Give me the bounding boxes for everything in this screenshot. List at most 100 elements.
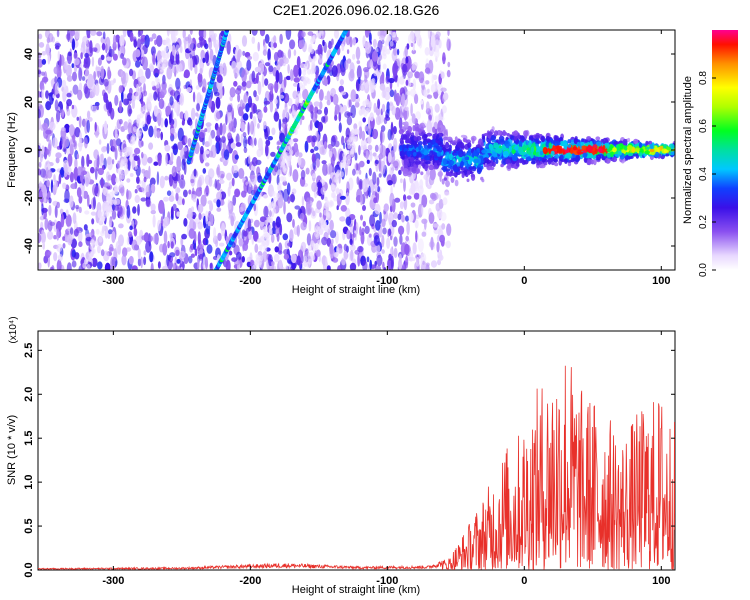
noise-cell bbox=[310, 240, 315, 247]
signal-cell bbox=[427, 143, 433, 149]
noise-cell bbox=[94, 83, 100, 96]
noise-cell bbox=[147, 103, 152, 110]
noise-cell bbox=[281, 162, 286, 169]
noise-cell bbox=[293, 49, 297, 56]
noise-cell bbox=[262, 49, 267, 56]
noise-cell bbox=[336, 192, 342, 206]
noise-cell bbox=[118, 85, 124, 94]
noise-cell bbox=[395, 92, 401, 107]
noise-cell bbox=[108, 48, 115, 57]
signal-cell bbox=[403, 158, 410, 165]
noise-cell bbox=[134, 165, 138, 170]
noise-cell bbox=[405, 56, 409, 64]
noise-cell bbox=[215, 111, 222, 120]
noise-cell bbox=[286, 212, 293, 223]
noise-cell bbox=[128, 108, 133, 115]
noise-cell bbox=[330, 135, 336, 147]
noise-cell bbox=[361, 130, 366, 141]
noise-cell bbox=[178, 62, 183, 73]
signal-cell bbox=[426, 156, 430, 161]
noise-cell bbox=[241, 69, 247, 83]
noise-cell bbox=[319, 146, 326, 155]
noise-cell bbox=[424, 47, 430, 56]
signal-cell bbox=[481, 135, 486, 140]
noise-cell bbox=[382, 227, 387, 235]
noise-cell bbox=[368, 185, 371, 198]
signal-cell bbox=[574, 157, 580, 163]
noise-cell bbox=[376, 176, 380, 187]
noise-cell bbox=[147, 156, 153, 164]
noise-cell bbox=[111, 159, 115, 165]
noise-cell bbox=[185, 36, 190, 42]
noise-cell bbox=[350, 89, 357, 102]
noise-cell bbox=[72, 212, 77, 225]
noise-cell bbox=[307, 31, 314, 36]
noise-cell bbox=[425, 80, 430, 85]
noise-cell bbox=[270, 85, 273, 95]
noise-cell bbox=[331, 38, 334, 46]
noise-cell bbox=[148, 37, 154, 42]
noise-cell bbox=[297, 156, 302, 166]
x-tick-label: -200 bbox=[239, 575, 261, 587]
noise-cell bbox=[412, 78, 417, 91]
noise-cell bbox=[292, 90, 298, 100]
noise-cell bbox=[318, 225, 323, 232]
noise-cell bbox=[194, 54, 200, 65]
noise-cell bbox=[132, 126, 137, 133]
noise-cell bbox=[169, 174, 173, 187]
noise-cell bbox=[274, 246, 280, 253]
noise-cell bbox=[335, 188, 340, 195]
noise-cell bbox=[104, 120, 108, 135]
noise-cell bbox=[368, 167, 372, 177]
noise-cell bbox=[167, 43, 172, 50]
signal-cell bbox=[622, 138, 628, 146]
noise-cell bbox=[172, 37, 177, 44]
noise-cell bbox=[282, 176, 287, 183]
noise-cell bbox=[66, 92, 72, 98]
noise-cell bbox=[406, 195, 412, 200]
noise-cell bbox=[396, 76, 400, 88]
noise-cell bbox=[61, 136, 67, 149]
noise-cell bbox=[362, 178, 368, 193]
noise-cell bbox=[292, 169, 299, 183]
noise-cell bbox=[287, 242, 292, 247]
noise-cell bbox=[63, 163, 68, 178]
noise-cell bbox=[338, 85, 344, 93]
signal-cell bbox=[603, 152, 607, 157]
noise-cell bbox=[68, 124, 75, 136]
noise-cell bbox=[273, 196, 278, 203]
noise-cell bbox=[272, 220, 276, 228]
signal-cell bbox=[507, 163, 512, 170]
noise-cell bbox=[78, 67, 83, 82]
signal-cell bbox=[570, 148, 574, 154]
noise-cell bbox=[292, 218, 295, 228]
noise-cell bbox=[78, 241, 83, 248]
noise-cell bbox=[379, 54, 384, 61]
noise-cell bbox=[129, 225, 133, 231]
noise-cell bbox=[153, 105, 159, 117]
noise-cell bbox=[160, 216, 164, 226]
noise-cell bbox=[104, 262, 111, 270]
signal-cell bbox=[516, 162, 520, 167]
noise-cell bbox=[401, 93, 405, 107]
noise-cell bbox=[100, 177, 104, 189]
snr-series-line bbox=[38, 365, 675, 570]
noise-cell bbox=[82, 262, 87, 269]
noise-cell bbox=[128, 150, 133, 157]
signal-cell bbox=[462, 137, 466, 142]
signal-cell bbox=[523, 130, 529, 137]
noise-cell bbox=[78, 206, 82, 214]
noise-cell bbox=[157, 219, 162, 232]
noise-cell bbox=[418, 71, 425, 84]
noise-cell bbox=[187, 207, 193, 221]
noise-cell bbox=[393, 236, 398, 247]
noise-cell bbox=[341, 257, 346, 266]
noise-cell bbox=[179, 111, 184, 120]
signal-cell bbox=[531, 157, 536, 164]
noise-cell bbox=[219, 63, 224, 75]
noise-cell bbox=[231, 117, 237, 129]
noise-cell bbox=[215, 96, 221, 109]
noise-cell bbox=[446, 38, 452, 52]
noise-cell bbox=[389, 192, 395, 207]
noise-cell bbox=[91, 218, 95, 225]
